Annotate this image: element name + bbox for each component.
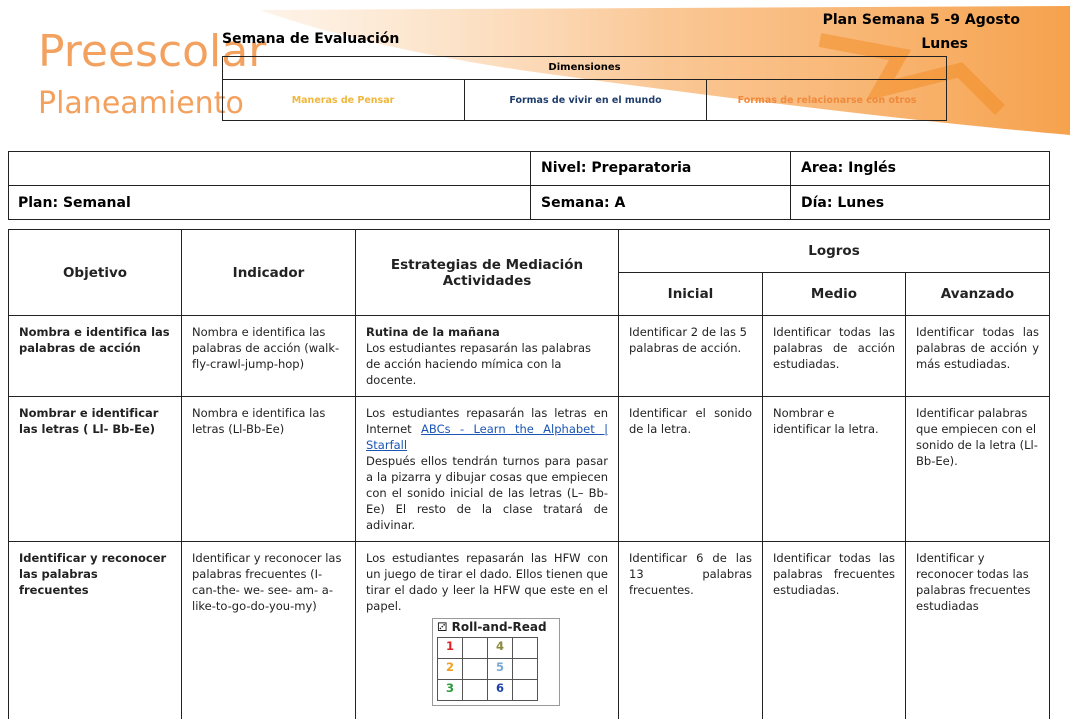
- actividad: Los estudiantes repasarán las palabras d…: [366, 341, 592, 387]
- info-area: Area: Inglés: [791, 151, 1049, 186]
- objetivo: Nombra e identifica las palabras de acci…: [8, 315, 182, 397]
- starfall-link[interactable]: ABCs - Learn the Alphabet | Starfall: [366, 422, 608, 452]
- roll-number: 3: [437, 679, 463, 701]
- roll-number: 2: [437, 658, 463, 680]
- medio: Identificar todas las palabras frecuente…: [762, 541, 906, 719]
- avanzado: Identificar todas las palabras de acción…: [905, 315, 1050, 397]
- avanzado: Identificar palabras que empiecen con el…: [905, 396, 1050, 542]
- avanzado: Identificar y reconocer todas las palabr…: [905, 541, 1050, 719]
- actividades: Rutina de la mañana Los estudiantes repas…: [355, 315, 619, 397]
- roll-number: 5: [487, 658, 513, 680]
- logo-top: Preescolar: [38, 26, 267, 77]
- actividad: Los estudiantes repasarán las HFW con un…: [366, 551, 608, 613]
- roll-grid: 1 4 2 5 3 6: [437, 637, 538, 701]
- inicial: Identificar el sonido de la letra.: [618, 396, 763, 542]
- header-cell: Objetivo: [8, 229, 182, 316]
- indicador: Nombra e identifica las palabras de acci…: [181, 315, 356, 397]
- header-cell: Estrategias de Mediación Actividades: [355, 229, 619, 316]
- plan-table: Objetivo Indicador Estrategias de Mediac…: [8, 229, 1050, 719]
- roll-and-read: ⚂ Roll-and-Read 1 4 2 5 3 6: [432, 618, 560, 706]
- dimensions-table: [222, 56, 947, 121]
- header-cell: Indicador: [181, 229, 356, 316]
- roll-title-text: Roll-and-Read: [451, 620, 547, 634]
- plan-title: Plan Semana 5 -9 Agosto: [822, 12, 1020, 28]
- medio: Nombrar e identificar la letra.: [762, 396, 906, 542]
- dimension: Formas de vivir en el mundo: [465, 80, 707, 120]
- logo-bottom: Planeamiento: [38, 86, 244, 121]
- actividad: Los estudiantes repasarán las letras en …: [366, 406, 608, 436]
- inicial: Identificar 6 de las 13 palabras frecuen…: [618, 541, 763, 719]
- inicial: Identificar 2 de las 5 palabras de acció…: [618, 315, 763, 397]
- dimension: Formas de relacionarse con otros: [737, 94, 917, 106]
- plan-day: Lunes: [921, 36, 968, 52]
- dimension: Maneras de Pensar: [222, 80, 465, 120]
- dimensions-title: Dimensiones: [222, 56, 947, 80]
- header-cell: Logros: [618, 229, 1050, 273]
- actividades: Los estudiantes repasarán las HFW con un…: [355, 541, 619, 719]
- header-cell: Inicial: [618, 272, 763, 316]
- header-cell: Avanzado: [905, 272, 1050, 316]
- roll-number: 6: [487, 679, 513, 701]
- actividad: Después ellos tendrán turnos para pasar …: [366, 454, 608, 532]
- roll-title: ⚂ Roll-and-Read: [437, 620, 547, 634]
- indicador: Identificar y reconocer las palabras fre…: [181, 541, 356, 719]
- header-title: Semana de Evaluación: [222, 31, 400, 47]
- rutina: Rutina de la mañana: [366, 325, 500, 339]
- medio: Identificar todas las palabras de acción…: [762, 315, 906, 397]
- roll-number: 4: [487, 637, 513, 659]
- roll-number: 1: [437, 637, 463, 659]
- actividades: Los estudiantes repasarán las letras en …: [355, 396, 619, 542]
- objetivo: Nombrar e identificar las letras ( Ll- B…: [8, 396, 182, 542]
- header-cell: Medio: [762, 272, 906, 316]
- header-decoration: [260, 6, 1070, 135]
- info-semana: Semana: A: [531, 186, 791, 219]
- indicador: Nombra e identifica las letras (Ll-Bb-Ee…: [181, 396, 356, 542]
- objetivo: Identificar y reconocer las palabras fre…: [8, 541, 182, 719]
- info-plan: Plan: Semanal: [8, 186, 531, 219]
- info-nivel: Nivel: Preparatoria: [531, 151, 791, 186]
- info-dia: Día: Lunes: [801, 194, 885, 211]
- info-cell: [8, 151, 531, 186]
